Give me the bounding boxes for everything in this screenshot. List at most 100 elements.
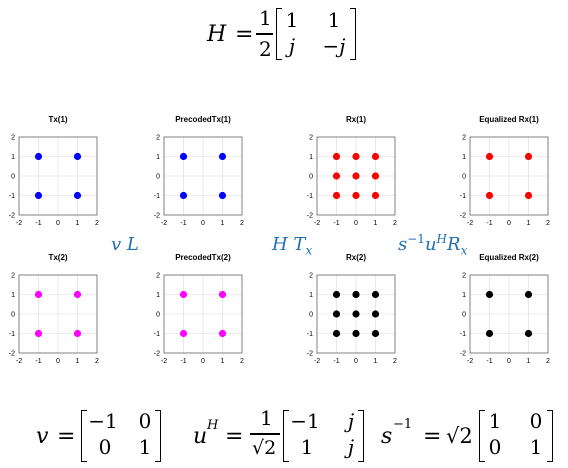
chart-title: Rx(2) (346, 253, 366, 262)
data-point (332, 172, 341, 180)
y-tick-label: 0 (11, 174, 15, 181)
chart-precoded-tx1: PrecodedTx(1) -2 -1 0 1 2 2 1 0 -1 -2 (154, 115, 244, 227)
data-point (332, 152, 341, 161)
h-left-bracket (276, 8, 282, 60)
axes-box (316, 136, 396, 216)
data-point (352, 290, 360, 299)
y-tick-label: 0 (309, 174, 313, 181)
data-point (524, 290, 533, 299)
h-fraction-bar (256, 33, 273, 35)
uh-fraction-denominator: √2 (252, 437, 277, 459)
chart-title: Rx(1) (346, 115, 366, 124)
annotation-htx-base: H T (272, 234, 306, 255)
h-cell-22: −j (322, 34, 346, 58)
y-tick-label: 2 (11, 135, 15, 142)
h-right-bracket (350, 8, 356, 60)
data-point (179, 152, 188, 161)
y-tick-label: -1 (154, 331, 160, 338)
y-tick-label: 1 (11, 154, 15, 161)
data-point (332, 290, 341, 299)
chart-tx1: Tx(1) -2 -1 0 1 2 2 1 0 -1 -2 (9, 115, 99, 227)
y-tick-label: -2 (9, 351, 15, 358)
x-tick-label: -2 (16, 220, 22, 227)
chart-title: PrecodedTx(2) (175, 253, 231, 262)
axes-box (469, 136, 549, 216)
uh-cell-12: j (347, 409, 355, 433)
data-point (485, 191, 494, 200)
data-point (371, 310, 380, 318)
data-point (485, 152, 494, 161)
x-tick-label: -2 (161, 358, 167, 365)
chart-title: Tx(1) (48, 115, 67, 124)
y-tick-label: 2 (156, 135, 160, 142)
x-tick-label: -1 (35, 220, 41, 227)
axes-box (18, 136, 98, 216)
sinv-lhs-sup: −1 (393, 417, 413, 432)
axes-box (163, 136, 243, 216)
y-tick-label: 1 (462, 292, 466, 299)
data-point (371, 329, 380, 338)
annotation-su: s−1uHRx (398, 232, 467, 258)
data-point (218, 191, 227, 200)
x-tick-label: -1 (333, 220, 339, 227)
chart-rx1: Rx(1) -2 -1 0 1 2 2 1 0 -1 -2 (307, 115, 397, 227)
uh-equals: = (225, 424, 244, 449)
x-tick-label: -1 (35, 358, 41, 365)
sinv-right-bracket (547, 410, 553, 462)
uh-cell-22: j (347, 435, 355, 459)
y-tick-label: 1 (11, 292, 15, 299)
y-tick-label: -1 (307, 331, 313, 338)
x-tick-label: 2 (546, 220, 550, 227)
sinv-cell-12: 0 (529, 409, 543, 433)
annotation-su-base: s (398, 234, 408, 255)
annotation-su-sub: x (460, 243, 468, 258)
h-cell-11: 1 (285, 8, 299, 32)
v-left-bracket (81, 410, 87, 462)
x-tick-label: -1 (180, 358, 186, 365)
x-tick-label: 0 (507, 358, 511, 365)
data-point (73, 152, 82, 161)
data-point (371, 152, 380, 161)
data-point (73, 290, 82, 299)
data-point (352, 172, 360, 180)
uh-right-bracket (358, 410, 364, 462)
x-tick-label: 0 (56, 358, 60, 365)
data-point (524, 329, 533, 338)
y-tick-label: 2 (309, 135, 313, 142)
h-cell-21: j (288, 34, 296, 58)
axes-box (469, 274, 549, 354)
data-point (34, 191, 43, 200)
sinv-lhs-base: s (381, 424, 393, 449)
y-tick-label: 1 (156, 292, 160, 299)
y-tick-label: -2 (9, 213, 15, 220)
y-tick-label: -1 (460, 193, 466, 200)
y-tick-label: 0 (11, 312, 15, 319)
y-tick-label: 2 (462, 135, 466, 142)
chart-tx2: Tx(2) -2 -1 0 1 2 2 1 0 -1 -2 (9, 253, 99, 365)
annotation-su-mid: u (424, 234, 437, 255)
y-tick-label: 0 (156, 174, 160, 181)
y-tick-label: 1 (462, 154, 466, 161)
y-tick-label: -2 (154, 351, 160, 358)
uh-fraction-numerator: 1 (260, 406, 273, 430)
v-equals: = (57, 424, 76, 449)
data-point (352, 191, 360, 200)
v-cell-12: 0 (138, 409, 152, 433)
x-tick-label: -1 (486, 358, 492, 365)
uh-cell-11: −1 (290, 409, 320, 433)
sinv-cell-22: 1 (529, 435, 543, 459)
x-tick-label: 1 (374, 220, 378, 227)
data-point (332, 191, 341, 200)
annotation-htx-sub: x (305, 243, 313, 258)
h-fraction-numerator: 1 (259, 6, 272, 30)
x-tick-label: 0 (354, 220, 358, 227)
axes-box (163, 274, 243, 354)
data-point (371, 191, 380, 200)
data-point (485, 290, 494, 299)
x-tick-label: -2 (314, 358, 320, 365)
y-tick-label: -2 (460, 351, 466, 358)
y-tick-label: 1 (309, 154, 313, 161)
data-point (218, 329, 227, 338)
axes-box (316, 274, 396, 354)
sinv-cell-21: 0 (488, 435, 502, 459)
